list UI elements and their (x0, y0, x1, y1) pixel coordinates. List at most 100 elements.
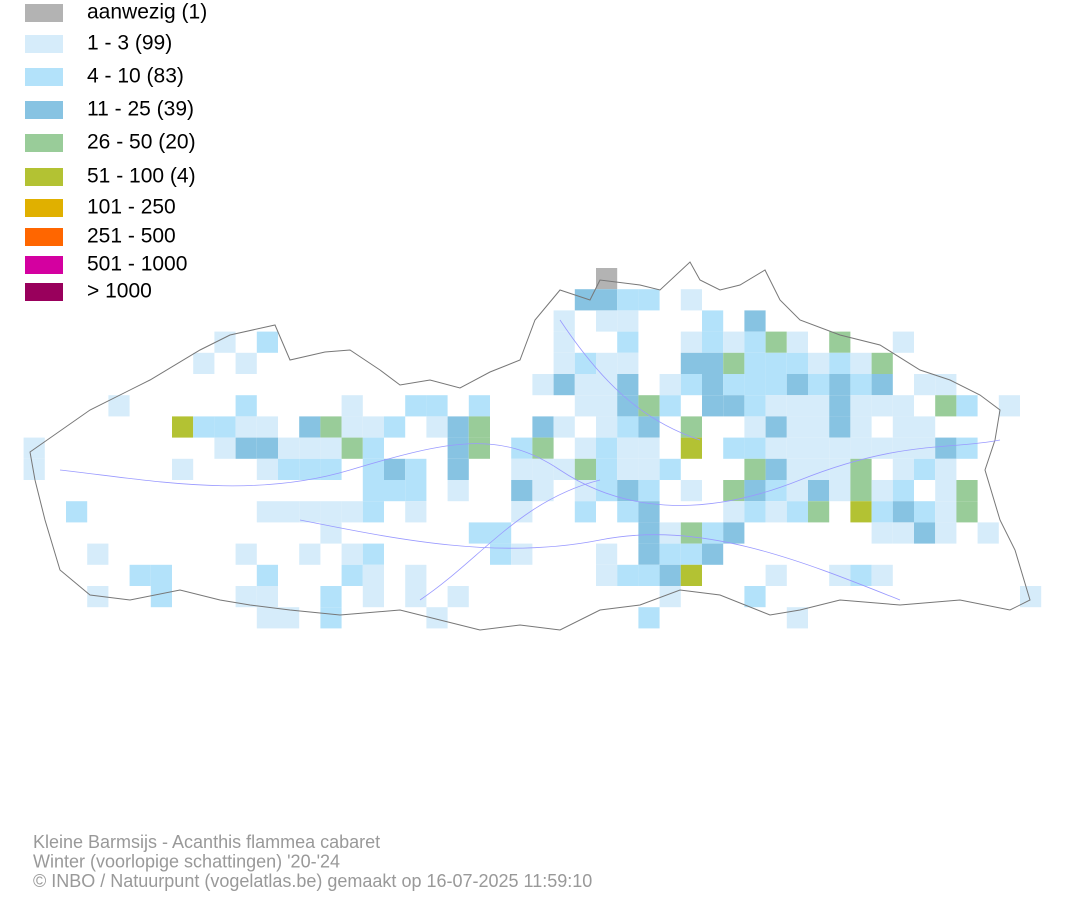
legend-label: 11 - 25 (39) (87, 98, 194, 121)
grid-cell (702, 543, 724, 565)
grid-cell (553, 416, 575, 438)
grid-cell (574, 437, 596, 459)
grid-cell (511, 458, 533, 480)
grid-cell (829, 416, 851, 438)
legend-swatch (25, 168, 63, 186)
grid-cell (574, 289, 596, 311)
grid-cell (680, 437, 702, 459)
grid-cell (786, 416, 808, 438)
grid-cell (574, 395, 596, 417)
grid-cell (278, 437, 300, 459)
grid-cell (362, 586, 384, 608)
grid-cell (956, 501, 978, 523)
grid-cell (765, 416, 787, 438)
legend-swatch (25, 228, 63, 246)
grid-cell (680, 374, 702, 396)
grid-cell (553, 331, 575, 353)
grid-cell (447, 586, 469, 608)
grid-cell (299, 543, 321, 565)
grid-cell (511, 501, 533, 523)
grid-cell (871, 564, 893, 586)
grid-cell (786, 501, 808, 523)
grid-cell (659, 458, 681, 480)
grid-cell (299, 458, 321, 480)
grid-cell (278, 607, 300, 629)
grid-cell (702, 331, 724, 353)
grid-cell (892, 395, 914, 417)
legend-label: 26 - 50 (20) (87, 131, 196, 154)
grid-cell (278, 501, 300, 523)
grid-cell (765, 395, 787, 417)
grid-cell (744, 586, 766, 608)
grid-cell (744, 310, 766, 332)
grid-cell (829, 395, 851, 417)
grid-cell (617, 289, 639, 311)
grid-cell (299, 437, 321, 459)
grid-cell (659, 522, 681, 544)
grid-cell (214, 416, 236, 438)
grid-cell (553, 352, 575, 374)
grid-cell (829, 458, 851, 480)
grid-cell (384, 416, 406, 438)
grid-cell (256, 586, 278, 608)
grid-cell (808, 395, 830, 417)
grid-cell (596, 480, 618, 502)
grid-cell (172, 458, 194, 480)
grid-cell (23, 437, 45, 459)
legend-label: aanwezig (1) (87, 1, 207, 24)
grid-cell (108, 395, 130, 417)
grid-cell (511, 480, 533, 502)
grid-cell (256, 607, 278, 629)
grid-cell (914, 458, 936, 480)
grid-cell (850, 416, 872, 438)
grid-cell (617, 564, 639, 586)
grid-cell (362, 564, 384, 586)
grid-cell (850, 395, 872, 417)
grid-cell (808, 458, 830, 480)
grid-cell (892, 501, 914, 523)
grid-cell (256, 458, 278, 480)
grid-cell (447, 416, 469, 438)
grid-cell (808, 352, 830, 374)
grid-cell (702, 395, 724, 417)
grid-cell (638, 458, 660, 480)
legend-swatch (25, 68, 63, 86)
grid-cell (723, 480, 745, 502)
grid-cell (193, 416, 215, 438)
grid-cell (617, 416, 639, 438)
grid-cell (638, 543, 660, 565)
grid-cell (935, 522, 957, 544)
grid-cell (808, 480, 830, 502)
grid-cell (553, 310, 575, 332)
grid-cell (744, 458, 766, 480)
grid-cell (765, 374, 787, 396)
grid-cell (680, 352, 702, 374)
grid-cell (87, 543, 109, 565)
grid-cell (596, 564, 618, 586)
grid-cell (659, 374, 681, 396)
grid-cell (786, 607, 808, 629)
grid-cell (956, 395, 978, 417)
grid-cell (596, 458, 618, 480)
grid-cell (680, 289, 702, 311)
grid-cell (320, 501, 342, 523)
grid-cell (871, 437, 893, 459)
grid-cell (129, 564, 151, 586)
grid-cell (596, 543, 618, 565)
grid-cell (256, 331, 278, 353)
grid-cell (765, 437, 787, 459)
grid-cell (596, 395, 618, 417)
grid-cell (299, 416, 321, 438)
grid-cell (320, 416, 342, 438)
grid-cell (723, 522, 745, 544)
grid-cell (914, 374, 936, 396)
grid-cell (786, 437, 808, 459)
grid-cell (532, 437, 554, 459)
grid-cell (850, 501, 872, 523)
grid-cell (892, 458, 914, 480)
legend-label: 101 - 250 (87, 196, 176, 219)
grid-cell (680, 480, 702, 502)
grid-cell (511, 437, 533, 459)
legend-swatch (25, 199, 63, 217)
